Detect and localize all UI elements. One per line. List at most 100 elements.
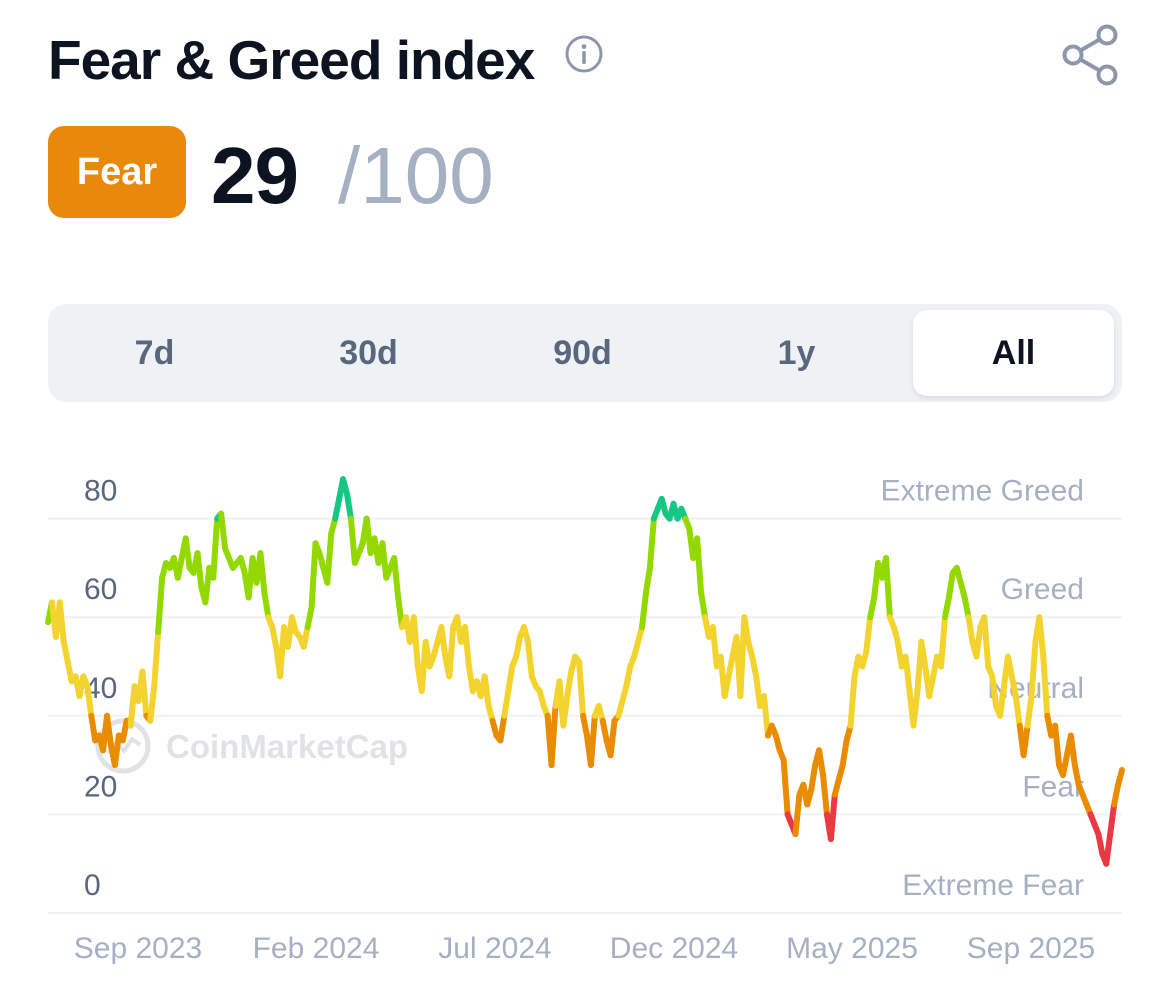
x-tick-label: Sep 2025 (967, 932, 1095, 965)
line-segment (792, 791, 803, 838)
line-segment (1028, 638, 1039, 700)
line-segment (304, 604, 315, 631)
line-segment (1040, 653, 1051, 719)
line-segment (139, 668, 150, 719)
line-segment (1095, 831, 1106, 857)
index-max: /100 (338, 131, 494, 220)
line-segment (332, 495, 343, 522)
tab-90d[interactable]: 90d (553, 333, 612, 372)
line-segment (501, 688, 512, 719)
line-segment (308, 540, 319, 611)
index-line (45, 476, 1125, 867)
y-tick-label: 20 (84, 770, 117, 803)
y-tick-label: 60 (84, 573, 117, 606)
line-segment (1071, 762, 1082, 788)
line-segment (820, 771, 830, 818)
line-segment (84, 683, 95, 719)
line-segment (961, 594, 972, 621)
line-segment (438, 624, 449, 660)
line-segment (1004, 653, 1015, 680)
header: Fear & Greed index (48, 22, 1122, 92)
tab-7d[interactable]: 7d (134, 333, 175, 372)
info-icon[interactable] (564, 34, 604, 74)
line-segment (560, 693, 571, 729)
line-segment (174, 555, 185, 581)
line-segment (269, 624, 280, 650)
line-segment (497, 712, 508, 744)
line-segment (997, 683, 1007, 719)
line-segment (827, 791, 838, 843)
line-segment (989, 673, 1000, 709)
zone-label: Extreme Fear (902, 869, 1084, 902)
line-segment (155, 574, 166, 635)
line-segment (151, 628, 162, 690)
tab-all[interactable]: All (913, 310, 1114, 396)
page-title: Fear & Greed index (48, 29, 535, 91)
line-segment (808, 762, 819, 793)
line-segment (1012, 693, 1023, 729)
line-segment (564, 668, 575, 700)
line-segment (576, 658, 587, 719)
y-tick-label: 0 (84, 869, 101, 902)
line-segment (513, 633, 524, 660)
line-segment (780, 757, 791, 818)
line-segment (721, 673, 732, 700)
time-range-tabs: 7d 30d 90d 1y All (48, 304, 1122, 402)
line-segment (1115, 767, 1125, 788)
line-segment (761, 693, 771, 739)
line-segment (462, 624, 472, 670)
line-segment (1067, 732, 1078, 769)
line-segment (1024, 693, 1035, 729)
line-segment (410, 614, 421, 670)
x-tick-label: May 2025 (786, 932, 918, 965)
tab-30d[interactable]: 30d (339, 333, 398, 372)
line-segment (599, 717, 610, 744)
coinmarketcap-watermark: CoinMarketCap (95, 718, 408, 774)
line-segment (111, 732, 122, 769)
line-segment (1052, 722, 1063, 769)
line-segment (902, 653, 913, 695)
line-segment (981, 614, 992, 670)
line-segment (147, 683, 158, 724)
line-segment (847, 673, 858, 729)
line-segment (324, 530, 335, 586)
line-segment (1008, 673, 1019, 700)
zone-label: Fear (1022, 770, 1084, 803)
line-segment (607, 717, 618, 759)
line-segment (926, 673, 937, 700)
score-row: Fear 29 /100 (48, 126, 648, 220)
line-segment (56, 599, 67, 645)
line-segment (965, 614, 976, 645)
line-segment (642, 564, 653, 596)
zone-label: Greed (1001, 573, 1084, 606)
line-segment (1103, 831, 1114, 867)
line-segment (347, 515, 358, 566)
watermark-text: CoinMarketCap (166, 728, 408, 765)
share-icon[interactable] (1060, 22, 1122, 88)
line-segment (257, 550, 268, 596)
line-segment (300, 624, 311, 650)
line-segment (698, 589, 708, 621)
line-segment (709, 624, 720, 670)
line-segment (941, 594, 952, 621)
line-segment (741, 614, 752, 645)
line-segment (639, 589, 649, 631)
line-segment (867, 594, 878, 621)
x-tick-label: Jul 2024 (438, 932, 551, 965)
line-segment (60, 638, 71, 665)
line-segment (694, 535, 705, 596)
line-segment (882, 555, 893, 621)
line-segment (918, 638, 929, 670)
line-segment (182, 535, 193, 571)
tab-1y[interactable]: 1y (777, 333, 816, 372)
line-segment (1111, 781, 1122, 808)
line-segment (210, 515, 221, 581)
x-tick-label: Feb 2024 (253, 932, 380, 965)
line-segment (524, 638, 535, 680)
line-segment (343, 490, 354, 522)
line-segment (938, 614, 948, 670)
sentiment-badge: Fear (48, 126, 186, 218)
line-segment (863, 614, 874, 655)
line-segment (104, 712, 114, 749)
